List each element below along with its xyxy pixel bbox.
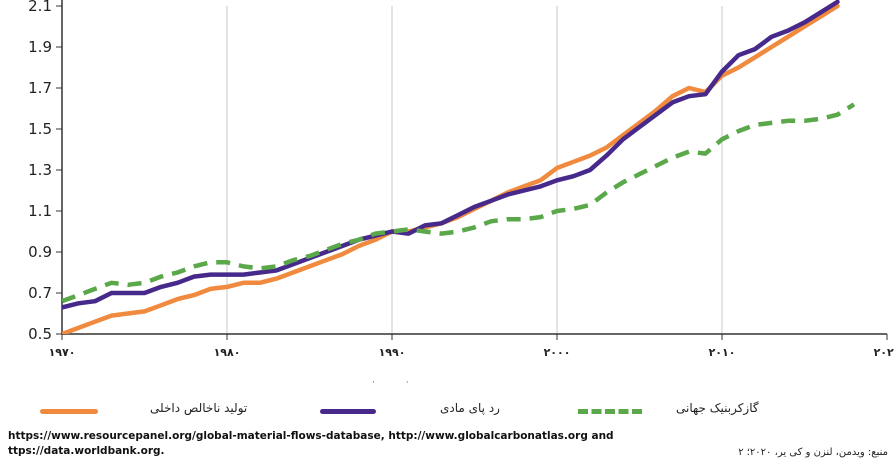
x-tick-label: ۱۹۹۰: [379, 346, 406, 359]
chart-axes: [61, 0, 887, 335]
source-urls-line-1: https://www.resourcepanel.org/global-mat…: [8, 430, 614, 442]
x-tick-label: ۲۰۱۰: [709, 346, 736, 359]
legend-swatch-material-footprint: [320, 409, 376, 414]
y-tick-label: 0.9: [28, 243, 52, 261]
chart-grid: [226, 6, 723, 334]
y-tick-label: 1.3: [28, 161, 52, 179]
source-persian: منبع: ویدمن، لنزن و کی یر، ۲۰۲۰؛ ۲: [738, 447, 888, 458]
legend-swatch-co2: [578, 409, 642, 414]
y-tick-label: 0.5: [28, 325, 52, 343]
legend-label-material-footprint: رد پای مادی: [440, 401, 500, 415]
x-tick-label: ۱۹۷۰: [49, 346, 76, 359]
y-tick-label: 2.1: [28, 0, 52, 15]
chart-legend: تولید ناخالص داخلی رد پای مادی گازکربنیک…: [0, 398, 894, 424]
x-tick-label: ۲۰۰۰: [544, 346, 571, 359]
y-tick-label: 0.7: [28, 284, 52, 302]
y-axis-ticks: 0.5 0.7 0.9 1.1 1.3 1.5 1.7 1.9 2.1: [28, 0, 62, 343]
legend-label-co2: گازکربنیک جهانی: [676, 401, 759, 415]
legend-swatch-gdp: [40, 409, 98, 414]
x-tick-label: ۱۹۸۰: [214, 346, 241, 359]
series-line-material-footprint: [62, 0, 840, 310]
y-tick-label: 1.1: [28, 202, 52, 220]
y-tick-label: 1.9: [28, 38, 52, 56]
legend-label-gdp: تولید ناخالص داخلی: [150, 401, 248, 415]
decorative-dots: · ·: [372, 378, 423, 388]
line-chart: 0.5 0.7 0.9 1.1 1.3 1.5 1.7 1.9 2.1 ۱۹۷۰ ۱۹۸۰ ۱۹۹۰…: [28, 0, 894, 359]
chart-series: [62, 0, 856, 334]
x-tick-label: ۲۰۲۰: [874, 346, 894, 359]
x-axis-ticks: ۱۹۷۰ ۱۹۸۰ ۱۹۹۰ ۲۰۰۰ ۲۰۱۰ ۲۰۲۰: [49, 334, 894, 359]
series-line-co2: [62, 102, 856, 304]
y-tick-label: 1.5: [28, 120, 52, 138]
y-tick-label: 1.7: [28, 79, 52, 97]
source-urls-line-2: ttps://data.worldbank.org.: [8, 445, 165, 457]
